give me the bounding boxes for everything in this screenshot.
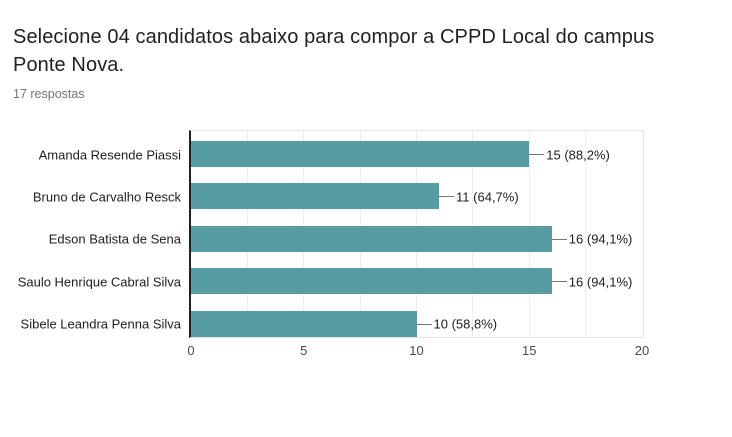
bar-value-label: 16 (94,1%)	[568, 274, 633, 290]
value-axis-labels: 0 5 10 15 20	[187, 343, 649, 359]
category-label: Saulo Henrique Cabral Silva	[17, 274, 181, 290]
callout-line	[551, 281, 567, 283]
category-label: Edson Batista de Sena	[48, 231, 181, 247]
question-title: Selecione 04 candidatos abaixo para comp…	[13, 26, 655, 76]
gridline	[585, 131, 587, 337]
callout-line	[439, 196, 455, 198]
responses-count: 17 respostas	[13, 87, 85, 101]
x-tick-label: 0	[187, 343, 195, 358]
category-label: Sibele Leandra Penna Silva	[20, 316, 181, 332]
x-tick-label: 10	[409, 343, 424, 358]
bar[interactable]	[191, 225, 552, 252]
bar[interactable]	[191, 310, 417, 337]
callout-line	[551, 238, 567, 240]
bar[interactable]	[191, 141, 530, 167]
x-tick-label: 20	[634, 343, 650, 358]
bar-value-label: 10 (58,8%)	[433, 316, 498, 332]
callout-line	[416, 323, 432, 325]
callout-line	[529, 154, 545, 155]
bar[interactable]	[191, 183, 440, 210]
category-axis-labels: Amanda Resende Piassi Bruno de Carvalho R…	[0, 131, 181, 338]
bar-value-label: 16 (94,1%)	[568, 231, 633, 247]
bar-value-label: 11 (64,7%)	[456, 189, 519, 205]
category-label: Amanda Resende Piassi	[38, 147, 181, 162]
plot-area: 15 (88,2%) 11 (64,7%) 16 (94,1%) 16 (94,1%)…	[189, 130, 644, 338]
x-tick-label: 15	[522, 343, 537, 358]
x-tick-label: 5	[300, 343, 308, 358]
bar-value-label: 15 (88,2%)	[546, 147, 610, 162]
bar[interactable]	[191, 268, 552, 295]
category-label: Bruno de Carvalho Resck	[32, 189, 181, 205]
